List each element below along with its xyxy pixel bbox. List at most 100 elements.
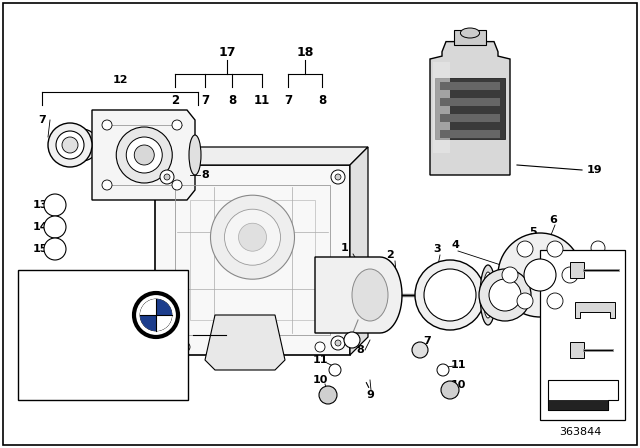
- Bar: [570, 262, 584, 278]
- Circle shape: [134, 145, 154, 165]
- Circle shape: [247, 342, 257, 352]
- Text: 7: 7: [38, 115, 46, 125]
- Circle shape: [319, 386, 337, 404]
- Text: 7: 7: [284, 94, 292, 107]
- Circle shape: [247, 342, 257, 352]
- Text: 13: 13: [32, 200, 48, 210]
- Bar: [548, 400, 608, 410]
- Circle shape: [160, 336, 174, 350]
- Circle shape: [56, 131, 84, 159]
- Text: 1: 1: [341, 243, 349, 253]
- Circle shape: [547, 241, 563, 257]
- Circle shape: [180, 342, 190, 352]
- Text: LIFE-TIME-OIL: LIFE-TIME-OIL: [28, 287, 113, 297]
- Circle shape: [562, 267, 578, 283]
- Circle shape: [331, 170, 345, 184]
- Circle shape: [591, 281, 605, 295]
- Bar: [440, 114, 500, 122]
- Polygon shape: [575, 302, 615, 318]
- Circle shape: [102, 120, 112, 130]
- Circle shape: [62, 137, 78, 153]
- Text: 8: 8: [356, 345, 364, 355]
- Polygon shape: [433, 62, 450, 153]
- Circle shape: [44, 194, 66, 216]
- Text: 15: 15: [32, 244, 48, 254]
- Bar: [440, 98, 500, 106]
- Bar: [18, 270, 188, 400]
- Circle shape: [591, 241, 605, 255]
- Bar: [440, 82, 500, 90]
- Circle shape: [335, 340, 341, 346]
- Circle shape: [102, 180, 112, 190]
- Circle shape: [344, 332, 360, 348]
- Circle shape: [172, 180, 182, 190]
- Text: 10: 10: [451, 380, 466, 390]
- Circle shape: [331, 336, 345, 350]
- Circle shape: [502, 267, 518, 283]
- Circle shape: [211, 195, 294, 279]
- Circle shape: [172, 120, 182, 130]
- Wedge shape: [156, 315, 172, 331]
- Bar: [570, 342, 584, 358]
- Circle shape: [44, 238, 66, 260]
- Circle shape: [242, 337, 262, 357]
- Bar: [435, 78, 505, 139]
- Circle shape: [48, 123, 92, 167]
- Ellipse shape: [480, 265, 496, 325]
- Wedge shape: [140, 315, 156, 331]
- Text: 14: 14: [32, 222, 48, 232]
- Circle shape: [441, 381, 459, 399]
- Text: 7: 7: [201, 94, 209, 107]
- Text: 8: 8: [201, 170, 209, 180]
- Ellipse shape: [189, 135, 201, 175]
- Circle shape: [164, 340, 170, 346]
- Polygon shape: [205, 315, 285, 370]
- Circle shape: [524, 259, 556, 291]
- Circle shape: [73, 136, 91, 154]
- Circle shape: [517, 241, 533, 257]
- Text: 17: 17: [218, 46, 236, 59]
- Bar: [155, 165, 350, 355]
- Ellipse shape: [352, 269, 388, 321]
- Circle shape: [66, 129, 98, 161]
- Polygon shape: [155, 147, 368, 165]
- Circle shape: [329, 364, 341, 376]
- Bar: [540, 250, 625, 420]
- Circle shape: [424, 269, 476, 321]
- Circle shape: [591, 261, 605, 275]
- Bar: [440, 130, 500, 138]
- Text: 3: 3: [433, 244, 441, 254]
- Circle shape: [547, 293, 563, 309]
- Text: 11: 11: [312, 355, 328, 365]
- Text: 16: 16: [231, 328, 249, 341]
- Text: 363844: 363844: [559, 427, 601, 437]
- Circle shape: [517, 293, 533, 309]
- Circle shape: [315, 342, 325, 352]
- Bar: [454, 30, 486, 44]
- Text: 13: 13: [49, 201, 61, 210]
- Wedge shape: [156, 299, 172, 315]
- Text: 2: 2: [386, 250, 394, 260]
- Circle shape: [126, 137, 163, 173]
- Text: 10: 10: [312, 375, 328, 385]
- Text: 12: 12: [112, 75, 128, 85]
- Ellipse shape: [483, 272, 493, 318]
- Text: 19: 19: [587, 165, 603, 175]
- Text: 18: 18: [296, 46, 314, 59]
- Circle shape: [412, 342, 428, 358]
- Text: 11: 11: [451, 360, 466, 370]
- Text: 6: 6: [549, 215, 557, 225]
- Text: 9: 9: [366, 390, 374, 400]
- Polygon shape: [350, 147, 368, 355]
- Text: 7: 7: [423, 336, 431, 346]
- Text: 01 39 9 791 197: 01 39 9 791 197: [66, 370, 140, 379]
- Text: 8: 8: [318, 94, 326, 107]
- Circle shape: [479, 269, 531, 321]
- Text: KEIN ÖLWECHSEL: KEIN ÖLWECHSEL: [28, 310, 119, 320]
- Circle shape: [225, 209, 280, 265]
- Circle shape: [489, 279, 521, 311]
- Text: 11: 11: [254, 94, 270, 107]
- Circle shape: [415, 260, 485, 330]
- Polygon shape: [430, 42, 510, 175]
- Circle shape: [239, 223, 266, 251]
